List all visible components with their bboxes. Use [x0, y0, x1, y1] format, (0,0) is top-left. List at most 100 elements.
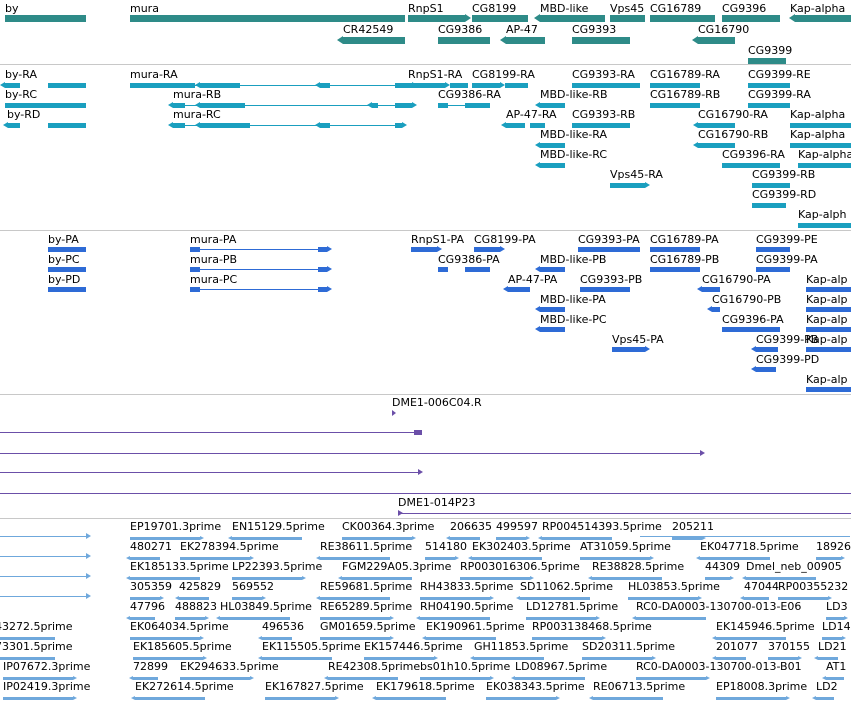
mrna-feature-glyph[interactable]	[320, 122, 330, 128]
mrna-feature-glyph[interactable]	[798, 222, 851, 228]
gene-feature-glyph[interactable]	[722, 14, 780, 22]
mrna-feature-glyph[interactable]	[450, 82, 468, 88]
est-feature-glyph[interactable]	[3, 696, 73, 700]
mrna-feature-glyph[interactable]	[8, 122, 20, 128]
mrna-feature-glyph[interactable]	[748, 102, 790, 108]
gene-feature-glyph[interactable]	[438, 36, 490, 44]
protein-feature-glyph[interactable]	[474, 246, 500, 252]
est-feature-glyph[interactable]	[232, 536, 302, 540]
protein-feature-glyph[interactable]	[438, 266, 448, 272]
gene-feature-glyph[interactable]	[610, 14, 645, 22]
mrna-feature-glyph[interactable]	[5, 102, 86, 108]
est-feature-glyph[interactable]	[3, 676, 73, 680]
est-feature-glyph[interactable]	[130, 596, 160, 600]
est-feature-glyph[interactable]	[582, 656, 652, 660]
est-feature-glyph[interactable]	[180, 556, 250, 560]
gene-feature-glyph[interactable]	[540, 14, 605, 22]
est-feature-glyph[interactable]	[816, 696, 834, 700]
est-feature-glyph[interactable]	[262, 656, 332, 660]
protein-feature-glyph[interactable]	[411, 246, 437, 252]
est-feature-glyph[interactable]	[532, 636, 602, 640]
est-feature-glyph[interactable]	[180, 676, 250, 680]
est-feature-glyph[interactable]	[0, 636, 55, 640]
protein-feature-glyph[interactable]	[190, 286, 200, 292]
protein-feature-glyph[interactable]	[756, 346, 778, 352]
mrna-feature-glyph[interactable]	[650, 102, 700, 108]
mrna-feature-glyph[interactable]	[506, 122, 525, 128]
mrna-feature-glyph[interactable]	[572, 122, 630, 128]
protein-feature-glyph[interactable]	[48, 246, 86, 252]
protein-feature-glyph[interactable]	[190, 246, 200, 252]
mrna-feature-glyph[interactable]	[320, 82, 330, 88]
est-feature-glyph[interactable]	[592, 576, 662, 580]
mrna-feature-glyph[interactable]	[790, 142, 851, 148]
gene-feature-glyph[interactable]	[408, 14, 465, 22]
est-feature-glyph[interactable]	[818, 656, 838, 660]
protein-feature-glyph[interactable]	[650, 266, 700, 272]
protein-feature-glyph[interactable]	[712, 306, 720, 312]
mrna-feature-glyph[interactable]	[438, 102, 448, 108]
gene-feature-glyph[interactable]	[795, 14, 851, 22]
protein-feature-glyph[interactable]	[756, 366, 776, 372]
est-feature-glyph[interactable]	[636, 616, 706, 620]
mrna-feature-glyph[interactable]	[465, 102, 490, 108]
protein-feature-glyph[interactable]	[806, 326, 851, 332]
est-feature-glyph[interactable]	[220, 616, 290, 620]
est-feature-glyph[interactable]	[826, 616, 844, 620]
est-feature-glyph[interactable]	[474, 656, 544, 660]
est-feature-glyph[interactable]	[580, 556, 650, 560]
gene-feature-glyph[interactable]	[572, 36, 630, 44]
protein-feature-glyph[interactable]	[48, 286, 86, 292]
protein-feature-glyph[interactable]	[702, 286, 720, 292]
est-feature-glyph[interactable]	[376, 696, 446, 700]
est-feature-glyph[interactable]	[342, 536, 412, 540]
protein-feature-glyph[interactable]	[756, 266, 790, 272]
mrna-feature-glyph[interactable]	[130, 82, 195, 88]
protein-feature-glyph[interactable]	[806, 306, 851, 312]
est-feature-glyph[interactable]	[778, 596, 828, 600]
mrna-feature-glyph[interactable]	[610, 182, 645, 188]
protein-feature-glyph[interactable]	[722, 326, 780, 332]
mrna-feature-glyph[interactable]	[752, 182, 790, 188]
est-feature-glyph[interactable]	[342, 576, 412, 580]
mrna-feature-glyph[interactable]	[530, 122, 545, 128]
est-feature-glyph[interactable]	[130, 536, 200, 540]
gene-feature-glyph[interactable]	[130, 14, 405, 22]
est-feature-glyph[interactable]	[320, 616, 390, 620]
gene-feature-glyph[interactable]	[343, 36, 405, 44]
est-feature-glyph[interactable]	[705, 576, 730, 580]
est-feature-glyph[interactable]	[636, 676, 706, 680]
clone-feature-glyph[interactable]	[414, 429, 422, 435]
mrna-feature-glyph[interactable]	[5, 82, 20, 88]
est-feature-glyph[interactable]	[232, 576, 302, 580]
protein-feature-glyph[interactable]	[578, 246, 640, 252]
est-feature-glyph[interactable]	[822, 636, 842, 640]
est-feature-glyph[interactable]	[515, 676, 585, 680]
mrna-feature-glyph[interactable]	[505, 82, 528, 88]
est-feature-glyph[interactable]	[420, 676, 490, 680]
mrna-feature-glyph[interactable]	[200, 82, 240, 88]
mrna-feature-glyph[interactable]	[698, 142, 735, 148]
protein-feature-glyph[interactable]	[540, 266, 565, 272]
est-feature-glyph[interactable]	[420, 616, 490, 620]
mrna-feature-glyph[interactable]	[790, 122, 851, 128]
mrna-feature-glyph[interactable]	[798, 162, 851, 168]
est-feature-glyph[interactable]	[486, 696, 556, 700]
protein-feature-glyph[interactable]	[318, 246, 327, 252]
mrna-feature-glyph[interactable]	[650, 82, 700, 88]
est-feature-glyph[interactable]	[0, 656, 55, 660]
mrna-feature-glyph[interactable]	[173, 102, 185, 108]
mrna-feature-glyph[interactable]	[372, 102, 378, 108]
protein-feature-glyph[interactable]	[318, 286, 327, 292]
mrna-feature-glyph[interactable]	[48, 82, 86, 88]
est-feature-glyph[interactable]	[320, 636, 390, 640]
mrna-feature-glyph[interactable]	[572, 82, 640, 88]
gene-feature-glyph[interactable]	[698, 36, 735, 44]
est-feature-glyph[interactable]	[328, 676, 398, 680]
est-feature-glyph[interactable]	[320, 596, 390, 600]
protein-feature-glyph[interactable]	[580, 286, 630, 292]
est-feature-glyph[interactable]	[130, 636, 200, 640]
gene-feature-glyph[interactable]	[506, 36, 545, 44]
gene-feature-glyph[interactable]	[748, 57, 786, 65]
mrna-feature-glyph[interactable]	[540, 162, 565, 168]
